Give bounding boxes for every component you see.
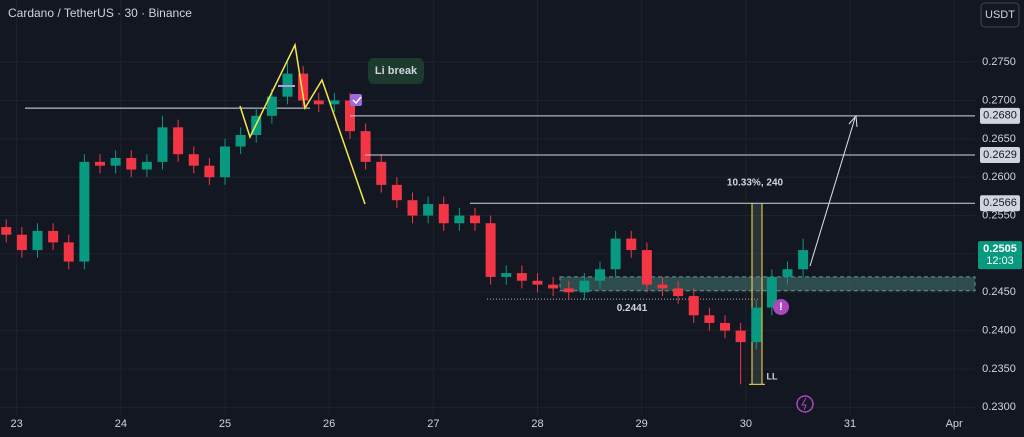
candle-body (313, 100, 324, 105)
currency-label[interactable]: USDT (985, 9, 1015, 21)
candle-body (48, 230, 59, 243)
candle-body (141, 161, 152, 170)
measure-box (752, 203, 762, 385)
candle-body (298, 73, 309, 101)
candle-body (110, 158, 121, 166)
candle-body (16, 234, 27, 251)
candle-body (220, 146, 230, 178)
candle-body (438, 204, 449, 224)
candle-body (720, 322, 730, 331)
x-tick-label: 26 (323, 418, 335, 430)
candle-body (704, 315, 715, 323)
candle-body (376, 161, 387, 185)
y-tick-label: 0.2400 (982, 325, 1016, 337)
candle-body (266, 96, 277, 116)
candle-body (391, 184, 402, 201)
event-glyph (801, 397, 807, 411)
x-tick-label: 24 (115, 418, 127, 430)
candle-body (516, 273, 527, 281)
candle-body (188, 154, 199, 166)
candle-body (688, 296, 699, 316)
countdown: 12:03 (986, 255, 1014, 267)
candle-body (626, 238, 637, 251)
level-tag (980, 107, 1020, 124)
x-tick-label: Apr (946, 418, 963, 430)
alert-icon[interactable] (773, 299, 789, 315)
candle-body (1, 227, 12, 235)
candle-body (641, 250, 652, 285)
candle-body (157, 127, 168, 162)
candle-body (501, 273, 512, 277)
candle-body (610, 238, 621, 270)
candle-body (470, 215, 480, 224)
candle-body (595, 269, 605, 281)
projection-arrow (809, 117, 856, 267)
candle-body (782, 269, 793, 277)
candle-body (766, 276, 777, 308)
candle-body (126, 158, 137, 170)
candle-body (485, 223, 496, 277)
alert-glyph: ! (779, 301, 783, 313)
pattern-drawing (239, 42, 366, 205)
plot: 0.23000.23500.24000.24500.25000.25500.26… (0, 0, 1016, 430)
level-label: 0.2680 (983, 110, 1017, 122)
candle-body (360, 131, 371, 162)
level-label: 0.2629 (983, 149, 1017, 161)
callout-box (368, 58, 424, 84)
candle-body (173, 127, 184, 155)
y-tick-label: 0.2750 (982, 56, 1016, 68)
candle-body (673, 288, 684, 297)
candle-body (735, 330, 746, 343)
candle-body (204, 165, 215, 178)
y-tick-label: 0.2600 (982, 171, 1016, 183)
x-tick-label: 31 (844, 418, 856, 430)
candle-body (532, 280, 543, 285)
x-tick-label: 23 (11, 418, 23, 430)
x-tick-label: 30 (740, 418, 752, 430)
event-icon[interactable] (796, 395, 814, 413)
currency-button[interactable] (980, 2, 1020, 28)
candle-body (454, 215, 465, 224)
y-tick-label: 0.2700 (982, 94, 1016, 106)
x-tick-label: 28 (531, 418, 543, 430)
support-label: 0.2441 (617, 303, 648, 314)
level-label: 0.2566 (983, 197, 1017, 209)
x-tick-label: 27 (427, 418, 439, 430)
candle-body (751, 307, 762, 343)
candle-body (407, 200, 418, 216)
candle-body (63, 242, 74, 262)
measure-label: 10.33%, 240 (727, 178, 784, 189)
x-tick-label: 29 (636, 418, 648, 430)
last-price: 0.2505 (983, 243, 1017, 255)
candle-body (235, 135, 246, 147)
callout-text: Li break (375, 65, 418, 77)
y-tick-label: 0.2450 (982, 286, 1016, 298)
candle-body (563, 288, 574, 293)
candle-body (423, 204, 434, 216)
last-price-tag (978, 241, 1022, 270)
check-icon[interactable] (350, 94, 362, 106)
candle-body (329, 100, 340, 105)
chart-title: Cardano / TetherUS · 30 · Binance (8, 6, 192, 20)
candle-body (798, 250, 809, 270)
candle-body (95, 161, 105, 166)
ll-label: LL (767, 371, 778, 381)
y-tick-label: 0.2300 (982, 401, 1016, 413)
level-tag (980, 195, 1020, 212)
y-tick-label: 0.2650 (982, 133, 1016, 145)
candle-body (548, 284, 559, 289)
x-tick-label: 25 (219, 418, 231, 430)
candle-body (657, 284, 668, 289)
y-tick-label: 0.2550 (982, 209, 1016, 221)
candle-body (32, 230, 43, 251)
candle-body (579, 280, 590, 293)
level-tag (980, 146, 1020, 163)
candle-body (79, 161, 90, 262)
check-mark (352, 96, 362, 105)
y-tick-label: 0.2350 (982, 363, 1016, 375)
